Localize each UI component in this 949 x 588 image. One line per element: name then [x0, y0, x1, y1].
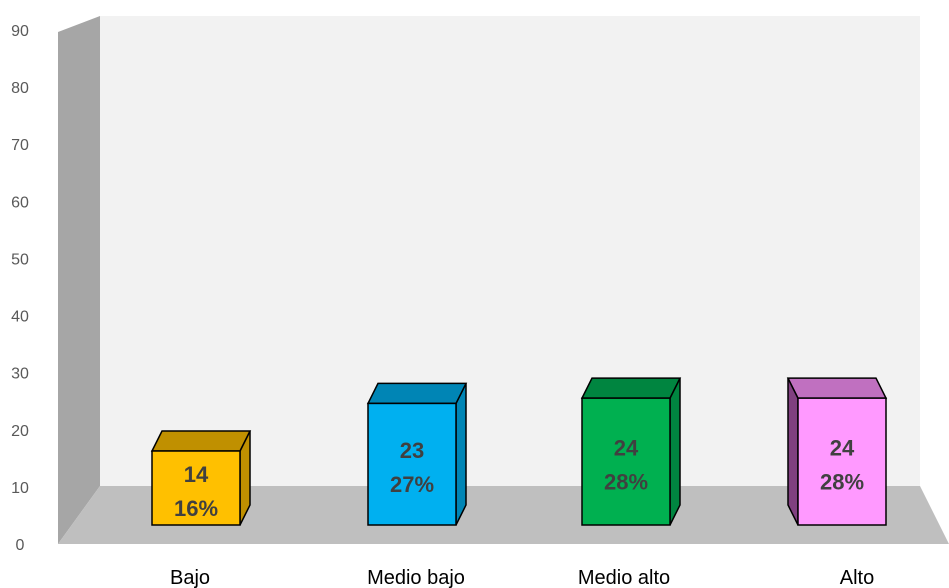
bar-top-2 [580, 377, 682, 399]
bar-bajo [150, 430, 252, 526]
y-tick-label-20: 20 [11, 423, 29, 440]
x-axis: Bajo Medio bajo Medio alto Alto [170, 567, 874, 588]
bar-front-3 [797, 397, 887, 526]
back-wall [100, 16, 920, 486]
bars [150, 377, 888, 526]
y-tick-label-60: 60 [11, 194, 29, 211]
bar-side-1 [455, 383, 467, 526]
data-label-percent-2: 28% [604, 470, 648, 495]
data-label-value-3: 24 [830, 436, 855, 461]
data-label-value-2: 24 [614, 436, 639, 461]
data-label-percent-1: 27% [390, 472, 434, 497]
bar-front-1 [367, 402, 457, 526]
data-label-percent-3: 28% [820, 470, 864, 495]
y-tick-label-10: 10 [11, 480, 29, 497]
bar-top-3 [786, 377, 888, 399]
data-labels: 14 16% 23 27% 24 28% 24 28% [174, 436, 864, 521]
bar-alto [786, 377, 888, 526]
y-tick-label-70: 70 [11, 137, 29, 154]
y-tick-label-50: 50 [11, 251, 29, 268]
y-axis: 0 10 20 30 40 50 60 70 80 90 [11, 23, 29, 554]
x-tick-label-0: Bajo [170, 567, 210, 588]
data-label-percent-0: 16% [174, 496, 218, 521]
y-tick-label-40: 40 [11, 309, 29, 326]
side-wall [58, 16, 100, 544]
chart-walls [58, 16, 949, 544]
y-tick-label-30: 30 [11, 366, 29, 383]
bar-medio-bajo [366, 382, 468, 526]
floor [58, 486, 949, 544]
bar-top-1 [366, 382, 468, 405]
bar-medio-alto [580, 377, 682, 526]
x-tick-label-1: Medio bajo [367, 567, 465, 588]
bar-front-2 [581, 397, 671, 526]
bar-front-0 [151, 450, 241, 526]
x-tick-label-3: Alto [840, 567, 874, 588]
bar-side-2 [669, 377, 681, 526]
data-label-value-1: 23 [400, 438, 424, 463]
bar-side-3 [787, 377, 799, 526]
y-tick-label-0: 0 [16, 537, 25, 554]
x-tick-label-2: Medio alto [578, 567, 670, 588]
data-label-value-0: 14 [184, 462, 209, 487]
y-tick-label-90: 90 [11, 23, 29, 40]
bar-top-0 [150, 430, 252, 452]
y-tick-label-80: 80 [11, 80, 29, 97]
